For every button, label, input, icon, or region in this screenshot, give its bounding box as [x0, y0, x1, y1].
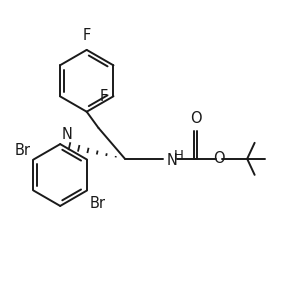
Text: F: F — [82, 28, 91, 44]
Text: H: H — [173, 149, 183, 162]
Text: N: N — [62, 127, 73, 142]
Text: O: O — [213, 151, 225, 166]
Text: F: F — [100, 89, 108, 104]
Text: Br: Br — [14, 143, 31, 158]
Text: N: N — [166, 153, 177, 168]
Text: O: O — [190, 111, 202, 126]
Text: Br: Br — [90, 196, 106, 211]
